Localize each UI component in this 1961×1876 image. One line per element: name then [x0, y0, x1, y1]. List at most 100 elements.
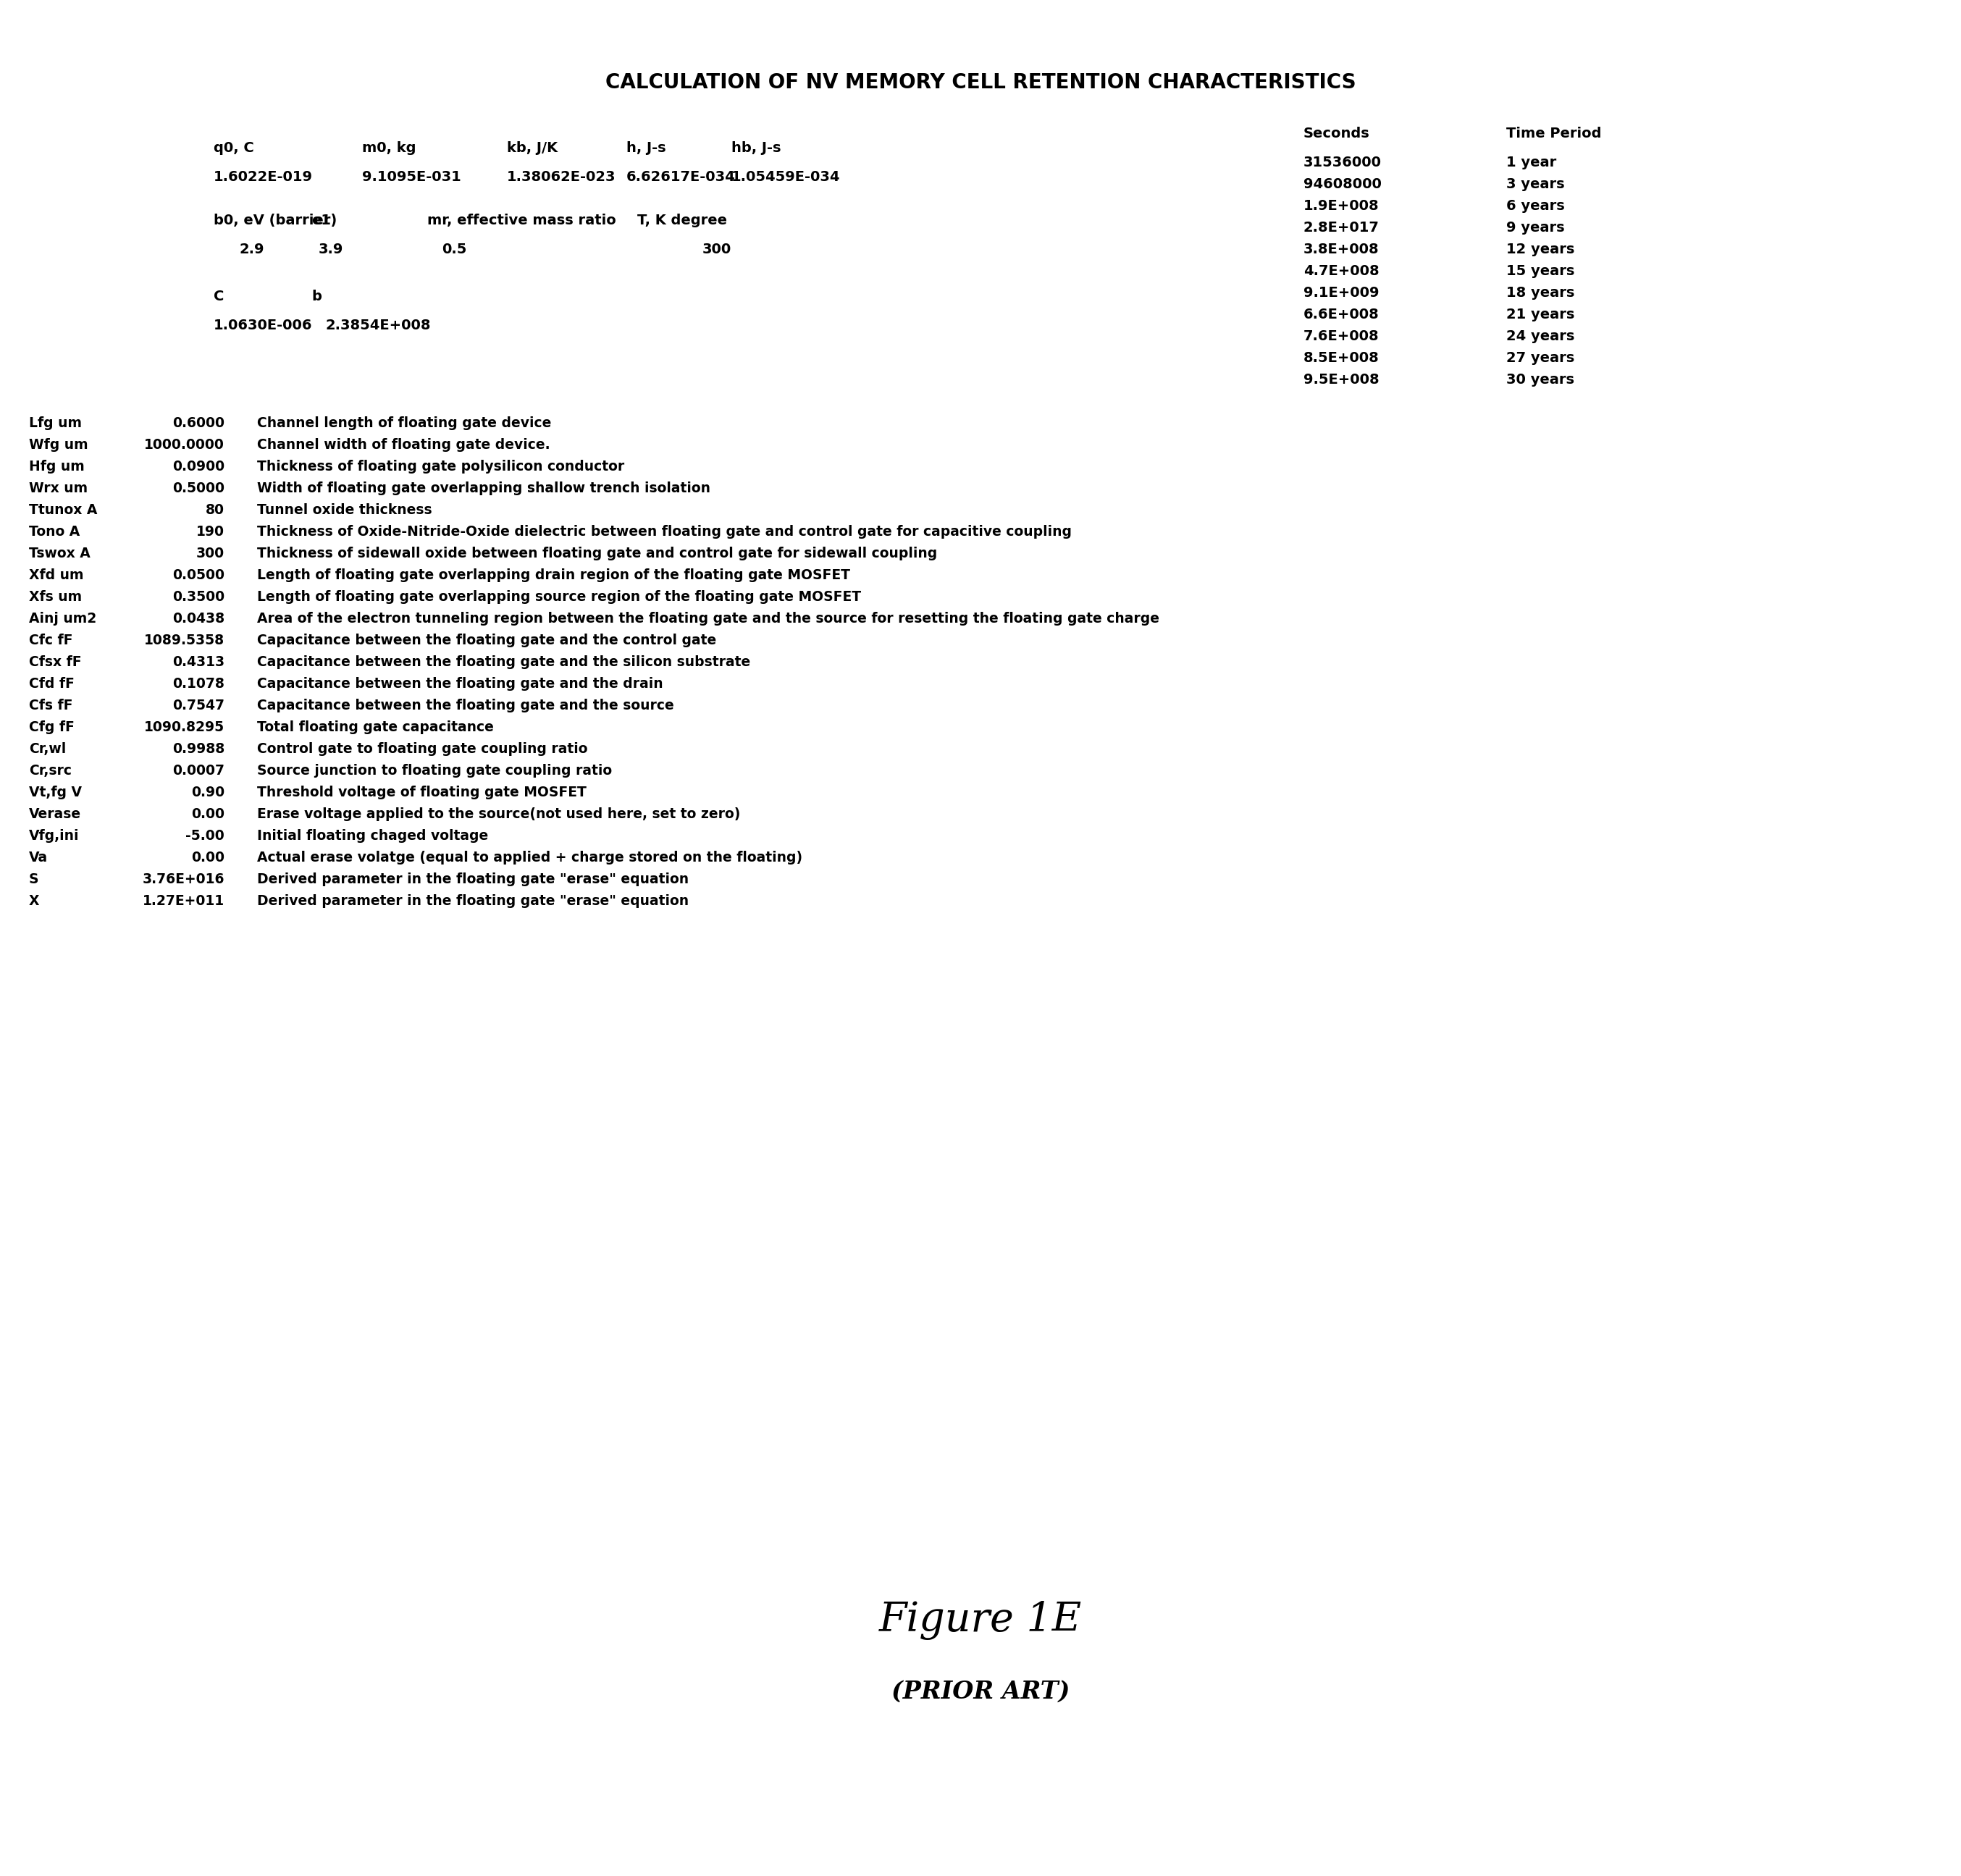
Text: 1.27E+011: 1.27E+011	[143, 895, 224, 908]
Text: Cr,src: Cr,src	[29, 764, 73, 779]
Text: 9 years: 9 years	[1506, 221, 1565, 234]
Text: 1000.0000: 1000.0000	[145, 439, 224, 452]
Text: CALCULATION OF NV MEMORY CELL RETENTION CHARACTERISTICS: CALCULATION OF NV MEMORY CELL RETENTION …	[606, 73, 1355, 92]
Text: Thickness of Oxide-Nitride-Oxide dielectric between floating gate and control ga: Thickness of Oxide-Nitride-Oxide dielect…	[257, 525, 1073, 538]
Text: 27 years: 27 years	[1506, 351, 1575, 366]
Text: S: S	[29, 872, 39, 885]
Text: 31536000: 31536000	[1304, 156, 1383, 169]
Text: 0.00: 0.00	[190, 807, 224, 822]
Text: T, K degree: T, K degree	[637, 214, 728, 227]
Text: Ttunox A: Ttunox A	[29, 503, 98, 518]
Text: 6.62617E-034: 6.62617E-034	[626, 171, 735, 184]
Text: Wrx um: Wrx um	[29, 482, 88, 495]
Text: h, J-s: h, J-s	[626, 141, 667, 156]
Text: 3 years: 3 years	[1506, 178, 1565, 191]
Text: mr, effective mass ratio: mr, effective mass ratio	[427, 214, 616, 227]
Text: Capacitance between the floating gate and the source: Capacitance between the floating gate an…	[257, 698, 675, 713]
Text: Length of floating gate overlapping drain region of the floating gate MOSFET: Length of floating gate overlapping drai…	[257, 568, 851, 582]
Text: 0.0900: 0.0900	[173, 460, 224, 473]
Text: 0.0500: 0.0500	[173, 568, 224, 582]
Text: Wfg um: Wfg um	[29, 439, 88, 452]
Text: 0.7547: 0.7547	[173, 698, 224, 713]
Text: Capacitance between the floating gate and the silicon substrate: Capacitance between the floating gate an…	[257, 655, 751, 670]
Text: q0, C: q0, C	[214, 141, 255, 156]
Text: 190: 190	[196, 525, 224, 538]
Text: Seconds: Seconds	[1304, 128, 1371, 141]
Text: Xfs um: Xfs um	[29, 591, 82, 604]
Text: 24 years: 24 years	[1506, 330, 1575, 343]
Text: 9.1E+009: 9.1E+009	[1304, 285, 1379, 300]
Text: 3.9: 3.9	[318, 242, 343, 257]
Text: Cfc fF: Cfc fF	[29, 634, 73, 647]
Text: C: C	[214, 289, 224, 304]
Text: 7.6E+008: 7.6E+008	[1304, 330, 1379, 343]
Text: e1: e1	[312, 214, 331, 227]
Text: Derived parameter in the floating gate "erase" equation: Derived parameter in the floating gate "…	[257, 895, 688, 908]
Text: Cr,wl: Cr,wl	[29, 743, 67, 756]
Text: Thickness of floating gate polysilicon conductor: Thickness of floating gate polysilicon c…	[257, 460, 624, 473]
Text: 3.8E+008: 3.8E+008	[1304, 242, 1379, 257]
Text: 2.8E+017: 2.8E+017	[1304, 221, 1379, 234]
Text: 300: 300	[196, 546, 224, 561]
Text: 12 years: 12 years	[1506, 242, 1575, 257]
Text: 0.0007: 0.0007	[173, 764, 224, 779]
Text: 9.5E+008: 9.5E+008	[1304, 373, 1379, 386]
Text: Cfd fF: Cfd fF	[29, 677, 75, 690]
Text: 8.5E+008: 8.5E+008	[1304, 351, 1379, 366]
Text: X: X	[29, 895, 39, 908]
Text: Threshold voltage of floating gate MOSFET: Threshold voltage of floating gate MOSFE…	[257, 786, 586, 799]
Text: Total floating gate capacitance: Total floating gate capacitance	[257, 720, 494, 734]
Text: Cfsx fF: Cfsx fF	[29, 655, 82, 670]
Text: 6 years: 6 years	[1506, 199, 1565, 212]
Text: 80: 80	[206, 503, 224, 518]
Text: Capacitance between the floating gate and the control gate: Capacitance between the floating gate an…	[257, 634, 716, 647]
Text: 1.38062E-023: 1.38062E-023	[506, 171, 616, 184]
Text: Actual erase volatge (equal to applied + charge stored on the floating): Actual erase volatge (equal to applied +…	[257, 850, 802, 865]
Text: 1.6022E-019: 1.6022E-019	[214, 171, 314, 184]
Text: Thickness of sidewall oxide between floating gate and control gate for sidewall : Thickness of sidewall oxide between floa…	[257, 546, 937, 561]
Text: Verase: Verase	[29, 807, 80, 822]
Text: Time Period: Time Period	[1506, 128, 1602, 141]
Text: Ainj um2: Ainj um2	[29, 612, 96, 625]
Text: Control gate to floating gate coupling ratio: Control gate to floating gate coupling r…	[257, 743, 588, 756]
Text: -5.00: -5.00	[186, 829, 224, 842]
Text: 1.0630E-006: 1.0630E-006	[214, 319, 312, 332]
Text: Tono A: Tono A	[29, 525, 80, 538]
Text: 0.5000: 0.5000	[173, 482, 224, 495]
Text: 1 year: 1 year	[1506, 156, 1557, 169]
Text: 1.05459E-034: 1.05459E-034	[731, 171, 841, 184]
Text: Xfd um: Xfd um	[29, 568, 84, 582]
Text: 94608000: 94608000	[1304, 178, 1383, 191]
Text: Length of floating gate overlapping source region of the floating gate MOSFET: Length of floating gate overlapping sour…	[257, 591, 861, 604]
Text: Area of the electron tunneling region between the floating gate and the source f: Area of the electron tunneling region be…	[257, 612, 1159, 625]
Text: 0.00: 0.00	[190, 850, 224, 865]
Text: Channel length of floating gate device: Channel length of floating gate device	[257, 416, 551, 430]
Text: (PRIOR ART): (PRIOR ART)	[892, 1679, 1069, 1703]
Text: 0.4313: 0.4313	[173, 655, 224, 670]
Text: 1090.8295: 1090.8295	[143, 720, 224, 734]
Text: 4.7E+008: 4.7E+008	[1304, 265, 1379, 278]
Text: 2.3854E+008: 2.3854E+008	[326, 319, 431, 332]
Text: Capacitance between the floating gate and the drain: Capacitance between the floating gate an…	[257, 677, 663, 690]
Text: Cfs fF: Cfs fF	[29, 698, 73, 713]
Text: 0.90: 0.90	[190, 786, 224, 799]
Text: m0, kg: m0, kg	[363, 141, 416, 156]
Text: Va: Va	[29, 850, 47, 865]
Text: 0.1078: 0.1078	[173, 677, 224, 690]
Text: Channel width of floating gate device.: Channel width of floating gate device.	[257, 439, 551, 452]
Text: Vt,fg V: Vt,fg V	[29, 786, 82, 799]
Text: 0.6000: 0.6000	[173, 416, 224, 430]
Text: Tswox A: Tswox A	[29, 546, 90, 561]
Text: 1089.5358: 1089.5358	[143, 634, 224, 647]
Text: 9.1095E-031: 9.1095E-031	[363, 171, 461, 184]
Text: 300: 300	[702, 242, 731, 257]
Text: Cfg fF: Cfg fF	[29, 720, 75, 734]
Text: Source junction to floating gate coupling ratio: Source junction to floating gate couplin…	[257, 764, 612, 779]
Text: Lfg um: Lfg um	[29, 416, 82, 430]
Text: 2.9: 2.9	[239, 242, 265, 257]
Text: Erase voltage applied to the source(not used here, set to zero): Erase voltage applied to the source(not …	[257, 807, 741, 822]
Text: 0.0438: 0.0438	[173, 612, 224, 625]
Text: Width of floating gate overlapping shallow trench isolation: Width of floating gate overlapping shall…	[257, 482, 710, 495]
Text: 6.6E+008: 6.6E+008	[1304, 308, 1379, 321]
Text: 21 years: 21 years	[1506, 308, 1575, 321]
